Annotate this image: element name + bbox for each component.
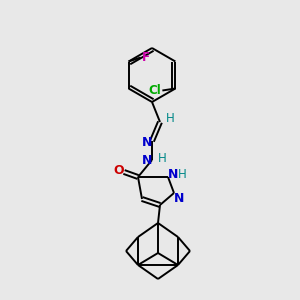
Text: N: N bbox=[174, 191, 184, 205]
Text: N: N bbox=[142, 136, 152, 148]
Text: N: N bbox=[142, 154, 152, 167]
Text: H: H bbox=[178, 167, 186, 181]
Text: H: H bbox=[158, 152, 166, 166]
Text: F: F bbox=[142, 51, 150, 64]
Text: Cl: Cl bbox=[148, 84, 161, 97]
Text: N: N bbox=[168, 167, 178, 181]
Text: O: O bbox=[114, 164, 124, 178]
Text: H: H bbox=[166, 112, 174, 125]
